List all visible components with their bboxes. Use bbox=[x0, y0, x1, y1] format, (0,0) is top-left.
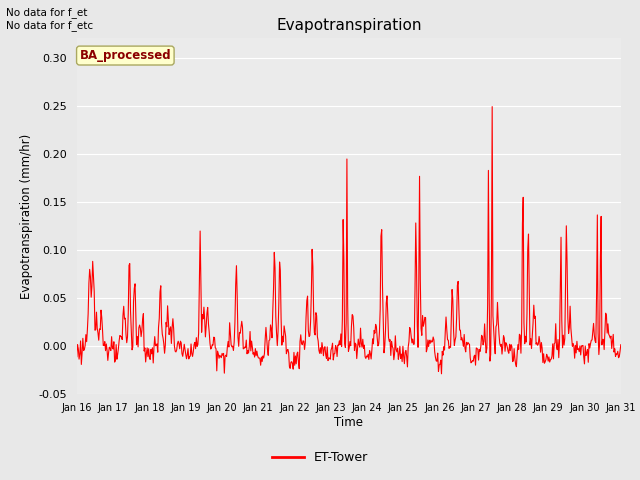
Legend: ET-Tower: ET-Tower bbox=[268, 446, 372, 469]
Title: Evapotranspiration: Evapotranspiration bbox=[276, 18, 422, 33]
Text: BA_processed: BA_processed bbox=[79, 49, 171, 62]
Text: No data for f_et
No data for f_etc: No data for f_et No data for f_etc bbox=[6, 7, 93, 31]
X-axis label: Time: Time bbox=[334, 416, 364, 429]
Y-axis label: Evapotranspiration (mm/hr): Evapotranspiration (mm/hr) bbox=[20, 133, 33, 299]
